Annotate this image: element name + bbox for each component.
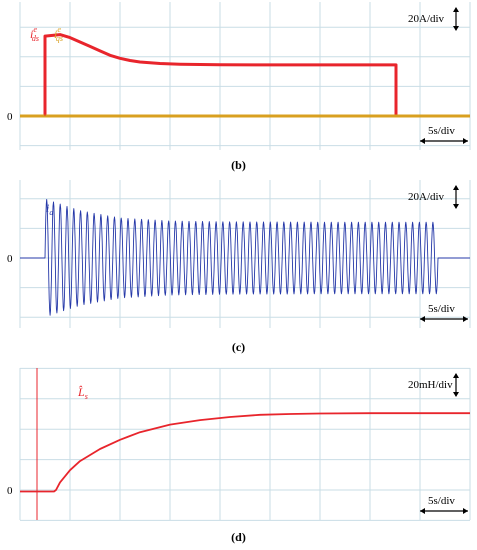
- scale-v-arrowhead-top: [453, 185, 459, 190]
- chart-panel-d: 0 20mH/div 5s/div L̂s: [0, 362, 477, 522]
- zero-label-c: 0: [7, 253, 13, 265]
- scale-v-label-d: 20mH/div: [408, 379, 453, 391]
- caption-b-text: (b): [231, 158, 246, 172]
- scale-h-arrowhead-right: [463, 138, 468, 144]
- series-label-b-1: ie qs: [54, 25, 63, 43]
- scale-v-arrowhead-bottom: [453, 392, 459, 397]
- scale-v-arrowhead-bottom: [453, 204, 459, 209]
- grid-d: [19, 367, 471, 521]
- series-line-d-0: [20, 412, 470, 493]
- scale-v-label-b: 20A/div: [408, 13, 445, 25]
- chart-c: 0 20A/div 5s/div ia: [7, 180, 471, 328]
- caption-d: (d): [0, 530, 477, 545]
- grid-b: [19, 2, 471, 150]
- caption-c: (c): [0, 340, 477, 355]
- scale-h-arrowhead-right: [463, 508, 468, 514]
- series-line-c-0: [20, 198, 470, 316]
- zero-label-b: 0: [7, 111, 13, 123]
- chart-panel-c: 0 20A/div 5s/div ia: [0, 178, 477, 330]
- chart-d: 0 20mH/div 5s/div L̂s: [7, 367, 471, 521]
- scale-v-label-c: 20A/div: [408, 191, 445, 203]
- scale-h-label-d: 5s/div: [428, 495, 455, 507]
- scale-h-label-b: 5s/div: [428, 125, 455, 137]
- series-line-b-0: [20, 33, 470, 118]
- chart-b: 0 20A/div 5s/div ie ds ie qs: [7, 2, 471, 150]
- chart-panel-b: 0 20A/div 5s/div ie ds ie qs: [0, 0, 477, 152]
- series-label-b-0: ie ds: [30, 25, 39, 43]
- scale-h-label-c: 5s/div: [428, 303, 455, 315]
- scale-v-arrowhead-top: [453, 373, 459, 378]
- scale-h-arrowhead-left: [420, 316, 425, 322]
- series-label-d-0: L̂s: [77, 385, 88, 401]
- scale-h-arrowhead-right: [463, 316, 468, 322]
- caption-b: (b): [0, 158, 477, 173]
- scale-v-arrowhead-top: [453, 7, 459, 12]
- scale-h-arrowhead-left: [420, 138, 425, 144]
- caption-d-text: (d): [231, 530, 246, 544]
- scale-v-arrowhead-bottom: [453, 26, 459, 31]
- zero-label-d: 0: [7, 485, 13, 497]
- caption-c-text: (c): [231, 340, 246, 354]
- scale-h-arrowhead-left: [420, 508, 425, 514]
- series-label-c-0: ia: [46, 201, 53, 217]
